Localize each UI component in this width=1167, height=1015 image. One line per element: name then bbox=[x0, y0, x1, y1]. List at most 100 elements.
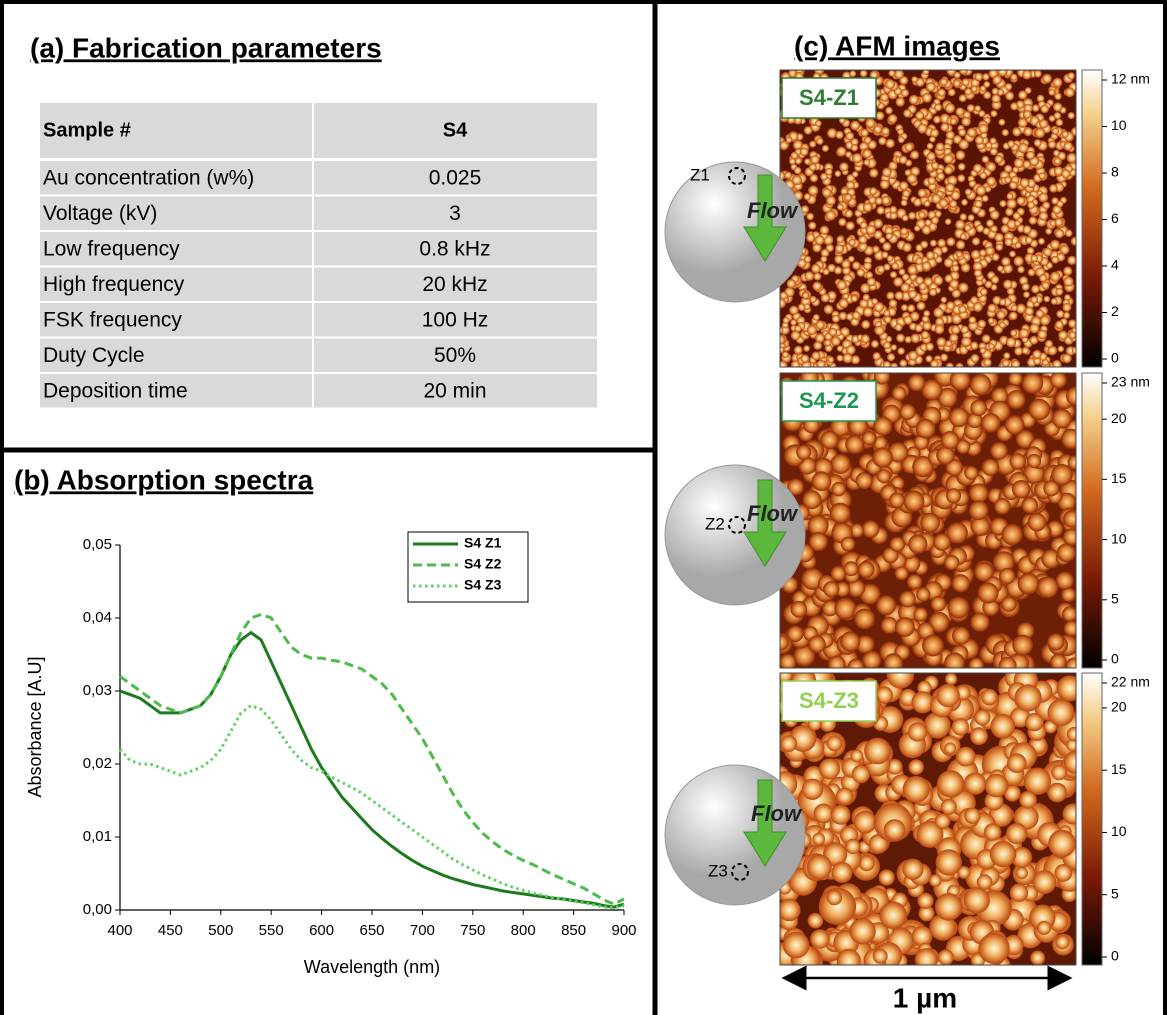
grain bbox=[955, 150, 966, 161]
colorbar bbox=[1081, 69, 1103, 368]
grain bbox=[838, 218, 847, 227]
grain bbox=[1050, 653, 1067, 668]
grain bbox=[1064, 229, 1073, 237]
grain bbox=[1065, 657, 1076, 668]
grain bbox=[1009, 181, 1018, 190]
grain bbox=[908, 94, 919, 105]
grain bbox=[820, 293, 830, 303]
grain bbox=[911, 691, 934, 714]
grain bbox=[1011, 846, 1033, 868]
image-label-box bbox=[781, 77, 877, 119]
grain bbox=[826, 735, 843, 752]
grain bbox=[901, 273, 910, 281]
grain bbox=[982, 73, 990, 81]
grain bbox=[960, 325, 969, 334]
grain bbox=[910, 333, 921, 344]
grain bbox=[845, 131, 855, 141]
grain bbox=[908, 211, 916, 220]
grain bbox=[790, 151, 799, 160]
grain bbox=[836, 345, 844, 352]
grain bbox=[926, 151, 936, 162]
grain bbox=[1054, 228, 1065, 239]
grain bbox=[860, 334, 870, 344]
grain bbox=[970, 85, 978, 93]
y-axis-label: Absorbance [A.U] bbox=[25, 656, 45, 797]
grain bbox=[978, 932, 1010, 965]
grain bbox=[994, 497, 1011, 515]
grain bbox=[903, 555, 921, 573]
grain bbox=[1050, 298, 1058, 305]
grain bbox=[808, 635, 826, 653]
grain bbox=[967, 412, 983, 428]
grain bbox=[999, 200, 1007, 208]
grain bbox=[851, 764, 871, 784]
grain bbox=[1040, 104, 1049, 114]
grain bbox=[856, 268, 865, 277]
grain bbox=[845, 151, 852, 158]
grain bbox=[974, 709, 991, 726]
grain bbox=[871, 298, 879, 305]
grain bbox=[820, 172, 828, 181]
grain bbox=[925, 82, 936, 92]
zone-marker bbox=[728, 516, 746, 534]
grain bbox=[949, 199, 958, 208]
grain bbox=[803, 255, 812, 263]
grain bbox=[883, 309, 891, 317]
y-tick-label: 0,02 bbox=[83, 755, 112, 772]
grain bbox=[845, 344, 856, 355]
image-label-box bbox=[781, 380, 877, 422]
grain bbox=[869, 168, 879, 178]
grain bbox=[889, 211, 898, 220]
grain bbox=[974, 72, 983, 82]
table-row-bg bbox=[314, 196, 597, 230]
series-line bbox=[119, 612, 625, 906]
grain bbox=[974, 562, 994, 582]
grain bbox=[1022, 70, 1032, 80]
grain bbox=[887, 353, 896, 362]
grain bbox=[1039, 274, 1048, 283]
table-cell: Deposition time bbox=[43, 380, 188, 403]
grain bbox=[807, 912, 824, 929]
grain bbox=[1067, 255, 1076, 265]
afm-texture bbox=[780, 70, 1076, 367]
grain bbox=[916, 820, 944, 848]
grain bbox=[1068, 319, 1076, 328]
grain bbox=[1017, 572, 1040, 595]
grain bbox=[1062, 302, 1072, 312]
grain bbox=[794, 325, 802, 333]
grain bbox=[808, 221, 817, 230]
x-tick-label: 650 bbox=[359, 922, 384, 939]
grain bbox=[881, 127, 890, 136]
grain bbox=[955, 107, 965, 117]
table-header-bg bbox=[314, 103, 597, 158]
afm-panel: S4-Z1 0 2 4 6 8 10 12 nm Z1 Flow S4-Z2 0 5 10 15 20 23 n… bbox=[664, 69, 1150, 966]
grain bbox=[875, 197, 883, 205]
grain bbox=[816, 359, 826, 367]
grain bbox=[1051, 464, 1073, 486]
grain bbox=[810, 155, 820, 165]
grain bbox=[1022, 225, 1032, 235]
grain bbox=[882, 167, 892, 178]
grain bbox=[835, 787, 854, 805]
grain bbox=[803, 303, 811, 311]
x-axis-label: Wavelength (nm) bbox=[304, 957, 440, 977]
grain bbox=[861, 431, 877, 446]
grain bbox=[850, 120, 860, 131]
table-row-bg bbox=[314, 338, 597, 372]
grain bbox=[1010, 102, 1019, 111]
grain bbox=[1063, 266, 1073, 276]
image-label: S4-Z2 bbox=[799, 388, 859, 413]
grain bbox=[969, 483, 989, 503]
grain bbox=[1050, 271, 1061, 282]
series-line bbox=[118, 703, 625, 910]
grain bbox=[1045, 227, 1053, 235]
image-label: S4-Z1 bbox=[799, 85, 859, 110]
table-row-bg bbox=[314, 267, 597, 301]
grain bbox=[1013, 158, 1024, 169]
grain bbox=[993, 551, 1015, 573]
grain bbox=[878, 869, 895, 886]
grain bbox=[802, 291, 810, 299]
grain bbox=[853, 810, 877, 834]
grain bbox=[977, 582, 999, 604]
grain bbox=[964, 465, 979, 480]
